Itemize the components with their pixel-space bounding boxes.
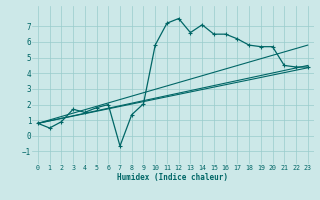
X-axis label: Humidex (Indice chaleur): Humidex (Indice chaleur) bbox=[117, 173, 228, 182]
